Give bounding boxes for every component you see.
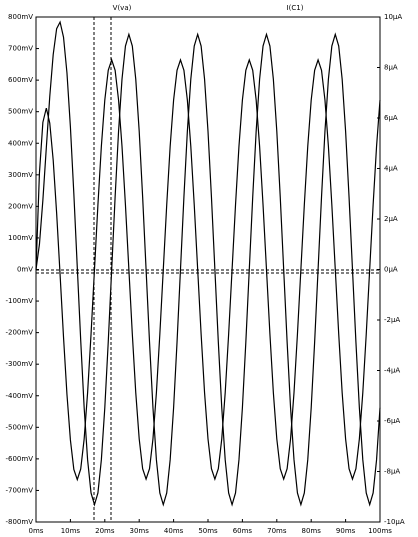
y2-tick-label: -2µA [384, 316, 400, 324]
trace-line [35, 20, 381, 507]
x-tick-label: 60ms [233, 527, 253, 535]
y2-tick-label: -10µA [384, 518, 405, 526]
y-tick-label: 0mV [17, 266, 33, 274]
y-tick-label: 200mV [8, 202, 33, 210]
y2-tick-label: 8µA [384, 64, 398, 72]
y-tick-label: -400mV [6, 392, 34, 400]
y2-tick-label: 4µA [384, 165, 398, 173]
x-tick-label: 90ms [336, 527, 356, 535]
x-tick-label: 10ms [61, 527, 81, 535]
y2-tick-label: -4µA [384, 367, 400, 375]
x-tick-label: 100ms [368, 527, 392, 535]
y-tick-label: -600mV [6, 455, 34, 463]
y-tick-label: -800mV [6, 518, 34, 526]
y2-tick-label: 6µA [384, 114, 398, 122]
y-tick-label: 500mV [8, 108, 33, 116]
y-tick-label: 600mV [8, 76, 33, 84]
x-tick-label: 80ms [302, 527, 322, 535]
y-tick-label: 800mV [8, 13, 33, 21]
x-tick-label: 70ms [267, 527, 287, 535]
y-tick-label: 400mV [8, 139, 33, 147]
x-tick-label: 30ms [130, 527, 150, 535]
trace-line [35, 58, 381, 482]
x-tick-label: 50ms [198, 527, 218, 535]
y-tick-label: -200mV [6, 329, 34, 337]
y2-tick-label: 0µA [384, 266, 398, 274]
y2-tick-label: -8µA [384, 468, 400, 476]
y2-tick-label: -6µA [384, 417, 400, 425]
y-tick-label: -300mV [6, 360, 34, 368]
trace-label: V(va) [113, 4, 132, 12]
y2-tick-label: 10µA [384, 13, 402, 21]
y-tick-label: 300mV [8, 171, 33, 179]
y-tick-label: 100mV [8, 234, 33, 242]
y-tick-label: 700mV [8, 45, 33, 53]
y2-tick-label: 2µA [384, 215, 398, 223]
x-tick-label: 0ms [29, 527, 44, 535]
x-tick-label: 40ms [164, 527, 184, 535]
y-tick-label: -100mV [6, 297, 34, 305]
y-tick-label: -500mV [6, 423, 34, 431]
x-tick-label: 20ms [95, 527, 115, 535]
y-tick-label: -700mV [6, 486, 34, 494]
trace-label: I(C1) [287, 4, 304, 12]
